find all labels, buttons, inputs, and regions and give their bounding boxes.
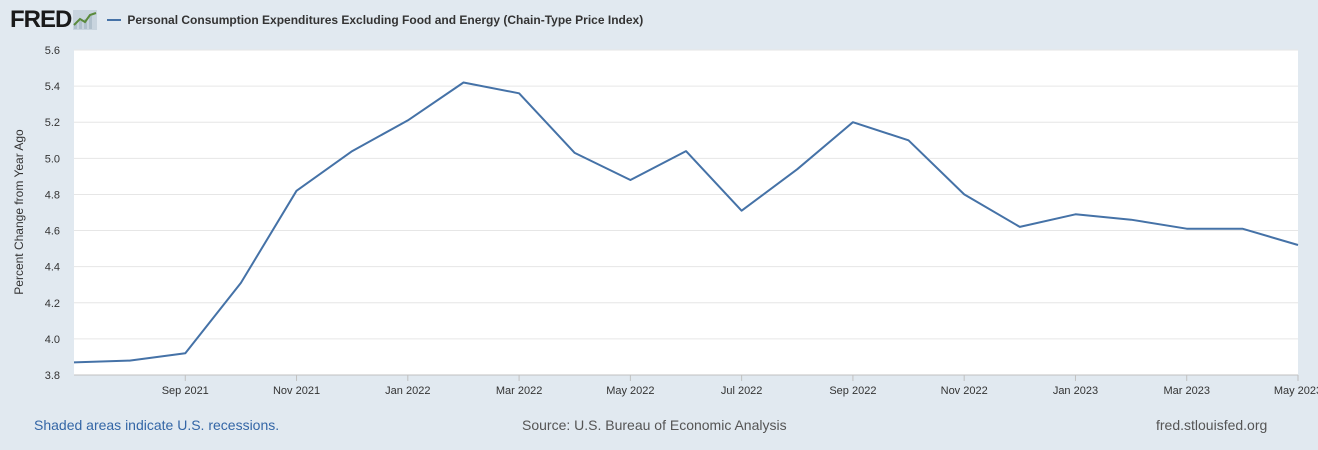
chart-legend[interactable]: Personal Consumption Expenditures Exclud… xyxy=(107,13,643,27)
y-tick-label: 3.8 xyxy=(45,370,60,382)
x-tick-label: Jan 2022 xyxy=(385,385,430,397)
y-tick-label: 5.0 xyxy=(45,153,60,165)
chart-header: FRED Personal Consumption Expenditures E… xyxy=(10,6,643,34)
x-tick-label: Nov 2022 xyxy=(941,385,988,397)
fred-logo[interactable]: FRED xyxy=(10,6,98,34)
y-tick-label: 4.0 xyxy=(45,334,60,346)
y-tick-label: 4.4 xyxy=(45,262,60,274)
x-tick-label: Sep 2022 xyxy=(829,385,876,397)
plot-area xyxy=(74,50,1298,375)
x-tick-label: Jul 2022 xyxy=(721,385,763,397)
gridlines xyxy=(74,49,1298,376)
fred-logo-graph-icon xyxy=(73,10,98,30)
y-tick-label: 4.8 xyxy=(45,189,60,201)
source-note: Source: U.S. Bureau of Economic Analysis xyxy=(522,417,787,433)
recession-note: Shaded areas indicate U.S. recessions. xyxy=(34,417,280,433)
x-tick-label: May 2022 xyxy=(606,385,654,397)
x-tick-label: Sep 2021 xyxy=(162,385,209,397)
x-tick-label: Mar 2022 xyxy=(496,385,542,397)
x-tick-label: Nov 2021 xyxy=(273,385,320,397)
legend-series-swatch xyxy=(107,19,122,21)
site-url[interactable]: fred.stlouisfed.org xyxy=(1156,417,1268,433)
y-axis-ticks: 3.8 4.0 4.2 4.4 4.6 4.8 5.0 5.2 5.4 5.6 xyxy=(45,45,60,382)
series-layer xyxy=(73,81,1299,364)
series-line[interactable] xyxy=(73,81,1299,364)
legend-series-label: Personal Consumption Expenditures Exclud… xyxy=(127,13,644,27)
x-tick-label: Jan 2023 xyxy=(1053,385,1098,397)
fred-logo-text: FRED xyxy=(10,6,72,33)
x-tick-label: May 2023 xyxy=(1274,385,1318,397)
y-tick-label: 4.6 xyxy=(45,226,60,238)
y-tick-label: 5.2 xyxy=(45,117,60,129)
y-tick-label: 4.2 xyxy=(45,298,60,310)
x-axis-ticks: Sep 2021 Nov 2021 Jan 2022 Mar 2022 May 2022… xyxy=(162,375,1318,397)
y-tick-label: 5.6 xyxy=(45,45,60,57)
x-tick-label: Mar 2023 xyxy=(1163,385,1209,397)
y-axis-title: Percent Change from Year Ago xyxy=(12,129,26,295)
y-tick-label: 5.4 xyxy=(45,81,60,93)
